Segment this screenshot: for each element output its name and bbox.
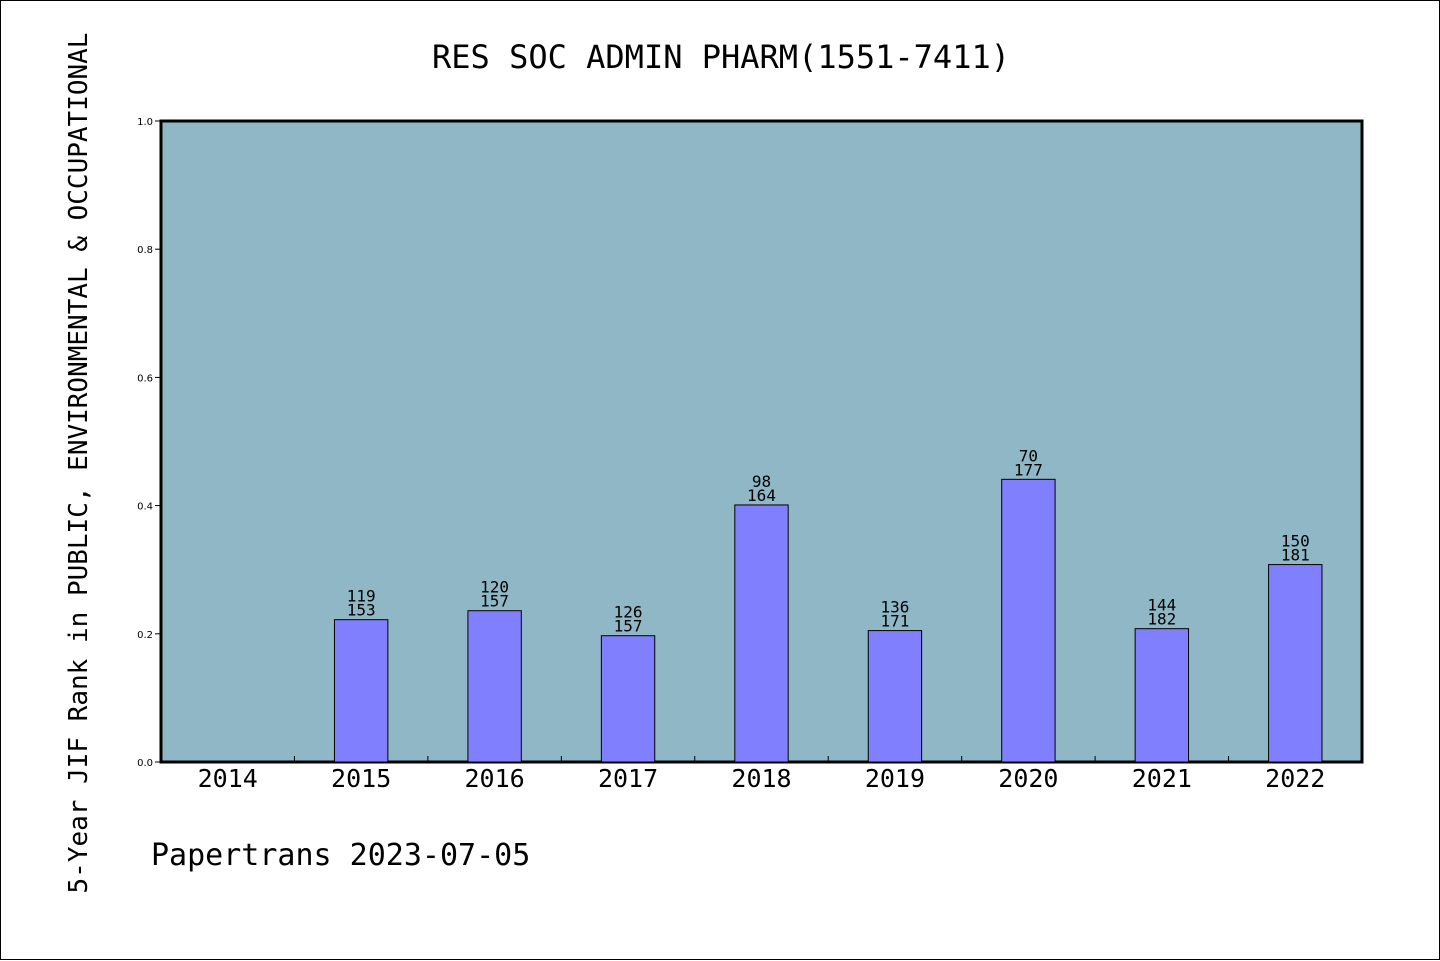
bar bbox=[1001, 478, 1056, 763]
bar bbox=[867, 630, 923, 763]
x-axis-ticks: 2014 2015 2016 2017 2018 2019 2020 2021 2022 bbox=[198, 756, 1325, 793]
bar-rank-label: 144 bbox=[1147, 596, 1176, 615]
bar-total-label: 164 bbox=[747, 486, 776, 505]
x-tick-label: 2016 bbox=[465, 764, 525, 793]
chart-title: RES SOC ADMIN PHARM(1551-7411) bbox=[432, 38, 1010, 76]
bar-rank-label: 119 bbox=[347, 587, 376, 606]
bar-rank-label: 120 bbox=[480, 578, 509, 597]
y-axis-ticks: 0.0 0.2 0.4 0.6 0.8 1.0 bbox=[137, 117, 161, 769]
bar-total-label: 177 bbox=[1014, 460, 1043, 479]
bar-total-label: 171 bbox=[880, 612, 909, 631]
x-tick-label: 2021 bbox=[1132, 764, 1192, 793]
y-tick-label: 0.4 bbox=[137, 502, 153, 513]
y-tick-label: 0.2 bbox=[137, 630, 153, 641]
x-tick-label: 2015 bbox=[331, 764, 391, 793]
y-tick-label: 1.0 bbox=[137, 117, 153, 128]
bar bbox=[1268, 564, 1323, 763]
y-tick-label: 0.0 bbox=[137, 758, 153, 769]
bar bbox=[333, 619, 389, 763]
bars bbox=[333, 478, 1323, 763]
bar-labels: 1191531201571261579816413617170177144182… bbox=[347, 446, 1310, 635]
bar bbox=[1134, 628, 1190, 763]
bar-rank-label: 150 bbox=[1281, 532, 1310, 551]
bar-rank-label: 126 bbox=[614, 603, 643, 622]
bar-rank-label: 136 bbox=[880, 598, 909, 617]
x-tick-label: 2014 bbox=[198, 764, 258, 793]
bar-total-label: 153 bbox=[347, 601, 376, 620]
y-axis-label: 5-Year JIF Rank in PUBLIC, ENVIRONMENTAL… bbox=[64, 33, 94, 894]
bar-total-label: 182 bbox=[1147, 610, 1176, 629]
x-tick-label: 2017 bbox=[598, 764, 658, 793]
bar-total-label: 157 bbox=[614, 617, 643, 636]
footer-credit: Papertrans 2023-07-05 bbox=[151, 838, 530, 873]
bar bbox=[600, 635, 656, 763]
bar bbox=[467, 610, 522, 763]
y-tick-label: 0.8 bbox=[137, 245, 153, 256]
x-tick-label: 2019 bbox=[865, 764, 925, 793]
bar bbox=[734, 504, 789, 763]
x-tick-label: 2018 bbox=[731, 764, 791, 793]
x-tick-label: 2020 bbox=[998, 764, 1058, 793]
y-tick-label: 0.6 bbox=[137, 373, 153, 384]
bar-rank-label: 98 bbox=[752, 472, 771, 491]
x-tick-label: 2022 bbox=[1265, 764, 1325, 793]
bar-total-label: 181 bbox=[1281, 546, 1310, 565]
bar-rank-label: 70 bbox=[1019, 446, 1038, 465]
bar-total-label: 157 bbox=[480, 592, 509, 611]
